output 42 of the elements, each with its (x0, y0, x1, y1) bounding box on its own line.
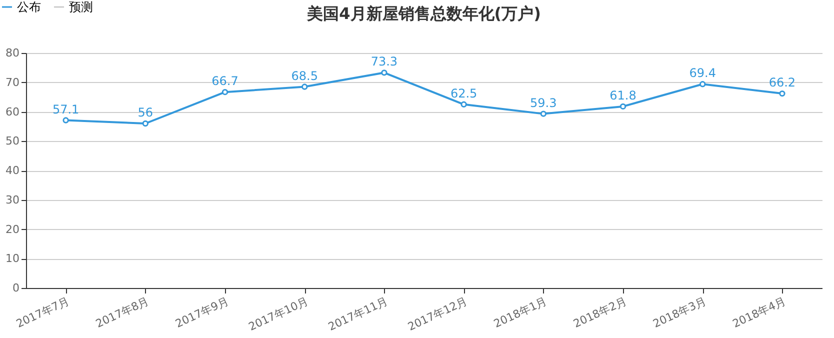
data-label: 66.2 (768, 76, 796, 90)
point (620, 103, 626, 110)
data-label: 69.4 (689, 66, 716, 80)
point (62, 117, 69, 124)
x-tick-label: 2018年4月 (730, 294, 788, 330)
point (779, 90, 786, 97)
data-label: 73.3 (370, 54, 398, 69)
y-tick-label: 40 (6, 164, 20, 177)
y-tick-label: 50 (6, 134, 20, 148)
point (142, 120, 148, 127)
point (381, 70, 388, 76)
point (302, 84, 308, 90)
data-label: 68.5 (291, 68, 318, 83)
data-label: 57.1 (52, 102, 80, 116)
x-tick-label: 2018年1月 (492, 294, 549, 330)
x-tick-label: 2017年12月 (406, 294, 470, 334)
y-tick-label: 0 (12, 282, 20, 294)
data-label: 66.7 (212, 74, 238, 88)
y-tick-label: 10 (6, 252, 20, 266)
x-tick-label: 2017年10月 (246, 294, 310, 334)
x-tick-label: 2017年11月 (326, 294, 390, 334)
legend-label: 公布 (17, 0, 41, 14)
y-tick-label: 60 (6, 105, 20, 118)
x-tick-label: 2017年8月 (94, 294, 151, 330)
data-label: 61.8 (610, 88, 636, 102)
y-tick-label: 20 (6, 222, 20, 236)
legend-label: 预测 (69, 0, 93, 14)
y-tick-label: 80 (6, 46, 20, 60)
point (222, 88, 228, 96)
chart-title: 美国4月新屋销售总数年化(万户) (306, 4, 541, 23)
data-label: 56 (138, 106, 154, 120)
x-tick-label: 2017年7月 (14, 294, 72, 330)
y-tick-label: 30 (6, 193, 20, 206)
x-tick-label: 2018年3月 (651, 294, 708, 330)
y-tick-label: 70 (6, 76, 20, 89)
x-tick-label: 2017年9月 (173, 294, 231, 330)
data-label: 59.3 (530, 96, 557, 110)
data-label: 62.5 (450, 86, 478, 100)
point (540, 110, 546, 117)
x-tick-label: 2018年2月 (571, 294, 629, 330)
point (460, 101, 467, 108)
point (700, 81, 706, 88)
